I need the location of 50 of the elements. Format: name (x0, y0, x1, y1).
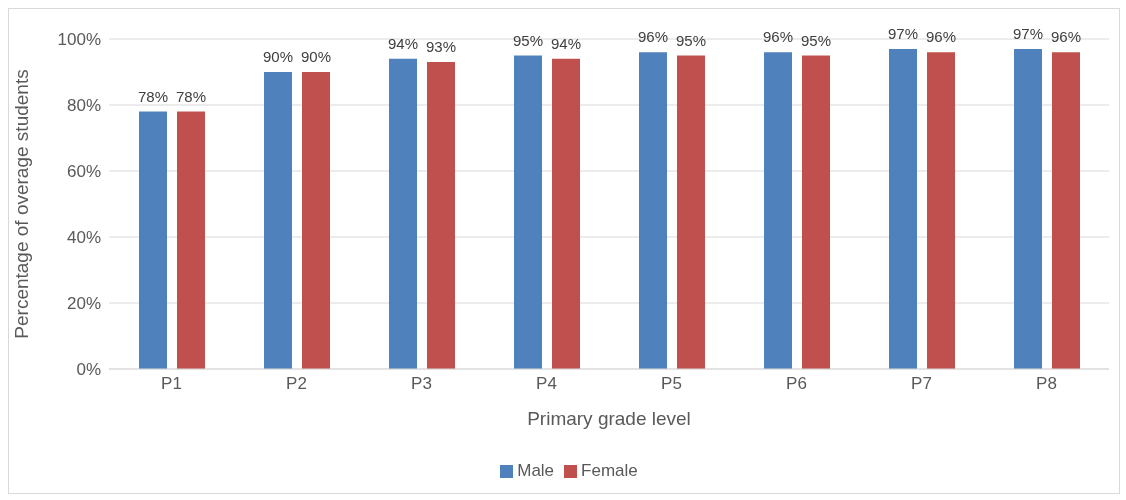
data-label: 97% (1012, 24, 1044, 42)
bar (802, 55, 830, 369)
bar (514, 55, 542, 369)
bar (552, 58, 580, 369)
legend-label: Female (581, 461, 638, 480)
x-tick-label: P1 (161, 374, 182, 394)
x-tick-label: P2 (286, 374, 307, 394)
data-label: 78% (175, 87, 207, 105)
data-label: 95% (512, 31, 544, 49)
data-label: 90% (300, 48, 332, 65)
x-axis-title: Primary grade level (527, 408, 691, 429)
bar (927, 52, 955, 369)
y-tick-label: 80% (66, 96, 101, 116)
y-tick-label: 20% (66, 294, 101, 314)
data-label: 96% (762, 28, 794, 46)
x-tick-label: P7 (911, 374, 932, 394)
x-tick-label: P6 (786, 374, 807, 394)
x-tick-label: P3 (411, 374, 432, 394)
x-tick-label: P8 (1036, 374, 1057, 394)
bar (264, 72, 292, 369)
data-label: 94% (550, 34, 582, 52)
x-tick-label: P5 (661, 374, 682, 394)
bar (764, 52, 792, 369)
bar (177, 111, 205, 369)
data-label: 90% (262, 48, 294, 65)
bar (427, 62, 455, 369)
data-label: 93% (425, 38, 457, 56)
bar (389, 58, 417, 369)
bar (1052, 52, 1080, 369)
data-label: 78% (137, 87, 169, 105)
bar (677, 55, 705, 369)
data-label: 95% (675, 31, 707, 49)
bar (302, 72, 330, 369)
bar (889, 48, 917, 369)
data-label: 96% (637, 28, 669, 46)
bar (139, 111, 167, 369)
bar (1014, 48, 1042, 369)
bar (639, 52, 667, 369)
data-label: 95% (800, 31, 832, 49)
x-tick-label: P4 (536, 374, 557, 394)
y-tick-label: 0% (76, 360, 101, 380)
y-axis-title: Percentage of overage students (10, 69, 32, 339)
data-label: 97% (887, 24, 919, 42)
data-label: 96% (925, 28, 957, 46)
y-tick-label: 60% (66, 162, 101, 182)
y-tick-label: 40% (66, 228, 101, 248)
data-label: 96% (1050, 28, 1082, 46)
y-tick-label: 100% (57, 30, 101, 50)
data-label: 94% (387, 34, 419, 52)
legend-label: Male (517, 461, 555, 480)
